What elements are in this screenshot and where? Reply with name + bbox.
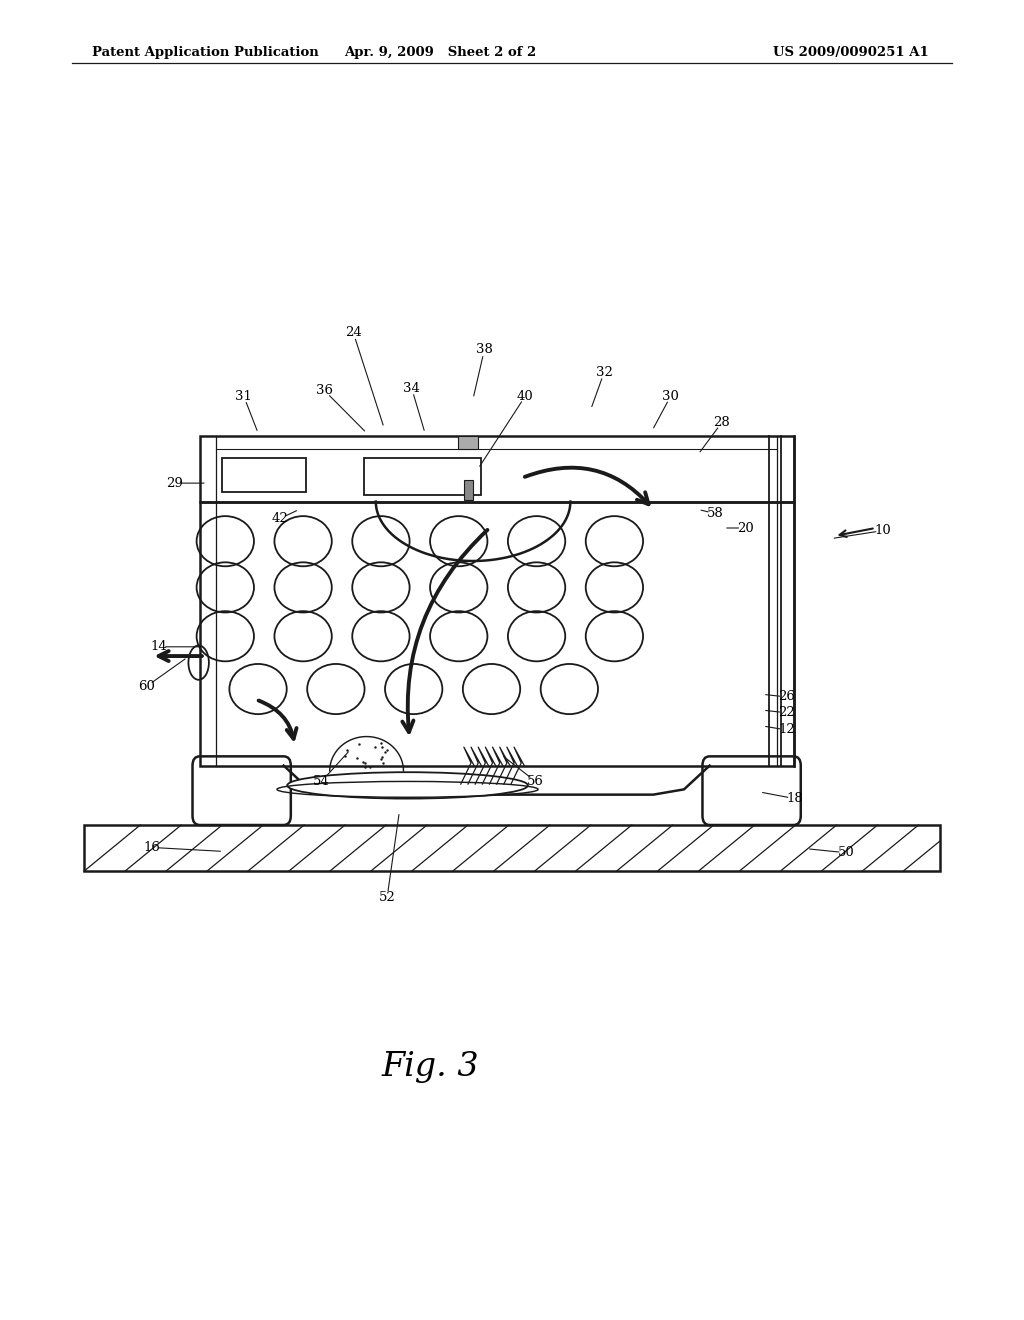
Text: 58: 58 xyxy=(707,507,723,520)
Bar xyxy=(84,825,940,871)
Bar xyxy=(464,480,473,500)
Text: 31: 31 xyxy=(236,389,252,403)
Text: US 2009/0090251 A1: US 2009/0090251 A1 xyxy=(773,46,929,59)
Bar xyxy=(364,458,481,495)
Text: 22: 22 xyxy=(778,706,795,719)
Text: 16: 16 xyxy=(143,841,160,854)
Text: 50: 50 xyxy=(838,846,854,859)
Text: 42: 42 xyxy=(271,512,288,525)
Text: 29: 29 xyxy=(166,477,182,490)
Bar xyxy=(458,436,478,449)
Bar xyxy=(222,458,306,492)
Text: 12: 12 xyxy=(778,723,795,737)
Text: 52: 52 xyxy=(379,891,395,904)
Text: 38: 38 xyxy=(476,343,493,356)
Text: Fig. 3: Fig. 3 xyxy=(381,1051,479,1082)
Text: 40: 40 xyxy=(517,389,534,403)
Text: 32: 32 xyxy=(596,366,612,379)
Text: 30: 30 xyxy=(663,389,679,403)
Text: 60: 60 xyxy=(138,680,155,693)
Text: 20: 20 xyxy=(737,521,754,535)
Text: Apr. 9, 2009   Sheet 2 of 2: Apr. 9, 2009 Sheet 2 of 2 xyxy=(344,46,537,59)
Text: 36: 36 xyxy=(316,384,333,397)
Ellipse shape xyxy=(287,772,528,799)
Text: 34: 34 xyxy=(403,381,420,395)
Text: Patent Application Publication: Patent Application Publication xyxy=(92,46,318,59)
Text: 24: 24 xyxy=(345,326,361,339)
Text: 26: 26 xyxy=(778,690,795,704)
Text: 28: 28 xyxy=(714,416,730,429)
Text: 18: 18 xyxy=(786,792,803,805)
Text: 10: 10 xyxy=(874,524,891,537)
Bar xyxy=(200,436,794,502)
Text: 56: 56 xyxy=(527,775,544,788)
Bar xyxy=(200,502,794,766)
Text: 54: 54 xyxy=(313,775,330,788)
Text: 14: 14 xyxy=(151,640,167,653)
